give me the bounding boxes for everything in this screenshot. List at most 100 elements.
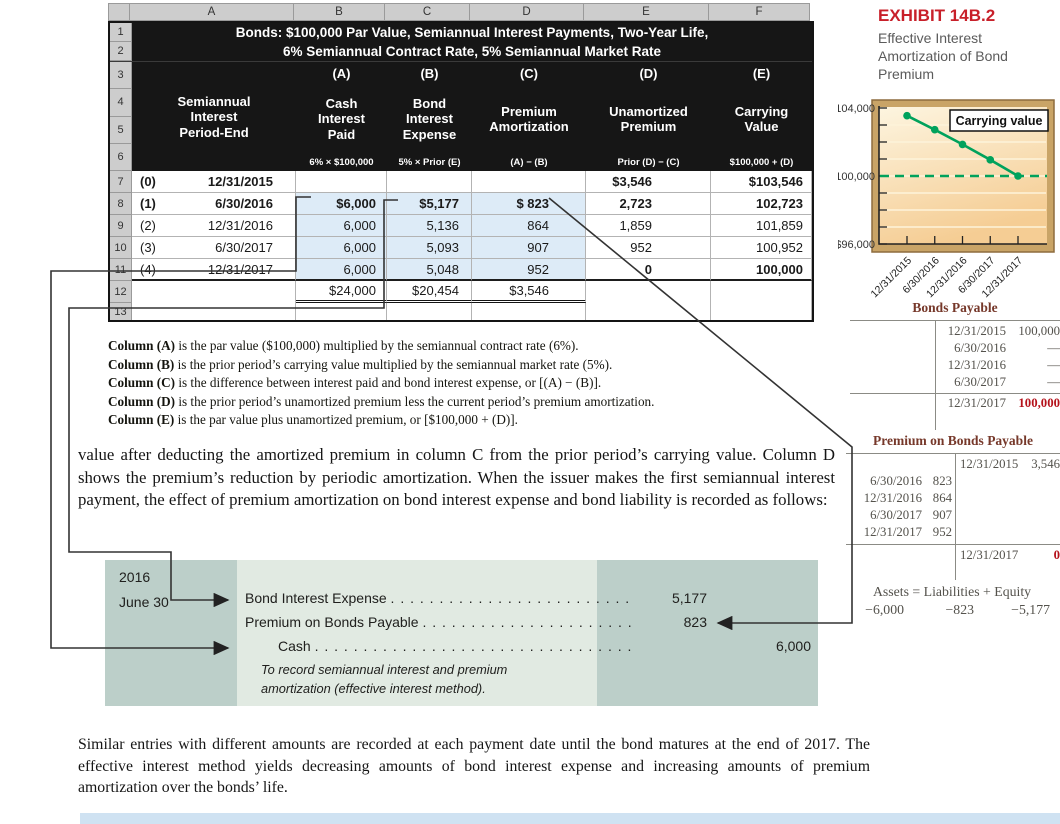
taccount-divider (955, 453, 956, 580)
period-number: (1) (140, 196, 156, 211)
value-cell: $6,000 (296, 193, 387, 215)
empty-cell (132, 303, 296, 320)
column-title: Bond Interest Expense (388, 96, 471, 143)
exhibit-label: EXHIBIT 14B.2 (878, 6, 996, 25)
sheet-empty-row: 13 (110, 303, 812, 320)
body-paragraph-2: Similar entries with different amounts a… (78, 736, 870, 796)
footnote-line: Column (C) is the difference between int… (108, 374, 818, 393)
footnote-text: is the difference between interest paid … (175, 375, 602, 391)
column-formula: (A) − (B) (510, 157, 548, 168)
svg-text:$100,000: $100,000 (838, 171, 875, 183)
entry-value: 3,546 (1031, 457, 1060, 471)
totals-cell-empty (132, 281, 296, 303)
sheet-row: 7 (0) 12/31/2015 $3,546 $103,546 (110, 171, 812, 193)
period-cell: (2) 12/31/2016 (132, 215, 296, 237)
entry-value: — (1047, 375, 1060, 389)
sheet-corner-cell (108, 3, 130, 21)
column-title-line: Premium (501, 103, 557, 119)
column-title: Premium Amortization (473, 104, 585, 135)
equation-header: Assets = Liabilities + Equity (872, 584, 1032, 599)
entry-date: 12/31/2017 (863, 525, 922, 539)
sheet-header-columns: Semiannual Interest Period-End (A) Cash Inter… (132, 62, 812, 171)
total-cash-interest: $24,000 (296, 281, 387, 303)
row-number: 8 (110, 193, 132, 215)
column-key: (B) (420, 66, 439, 81)
entry-value: 864 (932, 491, 952, 505)
dotted-leader: . . . . . . . . . . . . . . . . . . . . … (422, 614, 633, 630)
column-title-line: Bond (412, 95, 447, 111)
entry-date: 6/30/2017 (870, 508, 922, 522)
value-cell: 6,000 (296, 215, 387, 237)
footnote-label: Column (E) (108, 412, 175, 428)
row-number: 10 (110, 237, 132, 259)
sheet-title-line1: Bonds: $100,000 Par Value, Semiannual In… (235, 25, 709, 40)
entry-date: 6/30/2017 (954, 375, 1006, 389)
column-letter-c: C (385, 3, 470, 21)
value-cell: 102,723 (711, 193, 812, 215)
body-paragraph-1: value after deducting the amortized prem… (78, 445, 835, 509)
footnote-text: is the prior period’s carrying value mul… (174, 356, 613, 372)
footnote-text: is the par value ($100,000) multiplied b… (175, 338, 579, 353)
entry-date: 12/31/2015 (960, 457, 1019, 471)
footnote-line: Column (A) is the par value ($100,000) m… (108, 337, 818, 356)
period-date: 6/30/2017 (215, 240, 273, 255)
empty-cell (711, 303, 812, 320)
entry-date: 12/31/2015 (947, 324, 1006, 338)
empty-cell (586, 303, 711, 320)
journal-account: Premium on Bonds Payable . . . . . . . .… (245, 614, 633, 630)
value-cell: 0 (586, 259, 711, 281)
exhibit-subtitle: Effective Interest Amortization of Bond … (878, 30, 1008, 82)
sheet-row: 9 (2) 12/31/2016 6,000 5,136 864 1,859 101,859 (110, 215, 812, 237)
balance-value: 100,000 (1018, 396, 1060, 410)
column-header: (B) Bond Interest Expense 5% × Prior (E) (387, 62, 472, 171)
column-formula: 5% × Prior (E) (398, 157, 461, 168)
value-cell: $ 823 (472, 193, 586, 215)
value-cell: 100,952 (711, 237, 812, 259)
journal-debit-amount: 5,177 (671, 590, 707, 606)
column-key: (C) (519, 66, 539, 81)
taccount-divider (935, 320, 936, 430)
entry-date: 6/30/2016 (870, 474, 922, 488)
row-number: 5 (110, 116, 132, 144)
journal-line-credit: Cash . . . . . . . . . . . . . . . . . .… (105, 638, 818, 658)
column-key: (A) (332, 66, 351, 81)
taccount-rule (846, 453, 1060, 454)
value-cell: 5,136 (387, 215, 472, 237)
period-number: (0) (140, 174, 156, 189)
row-number: 7 (110, 171, 132, 193)
column-title-line: Semiannual (177, 93, 251, 109)
assets-change: −6,000 (865, 602, 904, 617)
taccount-rule (850, 320, 1060, 321)
balance-date: 12/31/2017 (947, 396, 1006, 410)
column-letter-e: E (584, 3, 709, 21)
sheet-title-line2: 6% Semiannual Contract Rate, 5% Semiannu… (282, 44, 662, 59)
journal-account: Bond Interest Expense . . . . . . . . . … (245, 590, 631, 606)
period-number: (4) (140, 261, 156, 277)
value-cell: 2,723 (586, 193, 711, 215)
accounting-equation: Assets = Liabilities + Equity −6,000 −82… (848, 584, 1056, 620)
column-header: (D) Unamortized Premium Prior (D) − (C) (586, 62, 711, 171)
svg-text:Carrying value: Carrying value (956, 114, 1043, 128)
sheet-body: 1 2 Bonds: $100,000 Par Value, Semiannua… (108, 21, 814, 322)
chart-svg: Carrying value$104,000$100,000$96,00012/… (829, 99, 1055, 300)
value-cell (472, 171, 586, 193)
period-date: 6/30/2016 (215, 196, 273, 211)
row-number-column: 1 2 (110, 23, 132, 61)
column-header: Semiannual Interest Period-End (132, 62, 296, 171)
row-number: 6 (110, 143, 132, 171)
period-number: (2) (140, 218, 156, 233)
svg-text:$104,000: $104,000 (838, 103, 875, 115)
row-number: 12 (110, 281, 132, 303)
column-title-line: Premium (620, 119, 677, 134)
journal-credit-amount: 6,000 (775, 638, 811, 654)
taccount-debit-entries: 6/30/2016 823 12/31/2016 864 6/30/2017 907 12/… (846, 473, 1060, 541)
column-title-line: Amortization (489, 119, 569, 134)
sheet-header-block: 3 4 5 6 Semiannual Interest Period-End (A) C… (110, 61, 812, 171)
journal-entry-box: 2016 June 30 Bond Interest Expense . . .… (105, 560, 818, 706)
journal-memo-line1: To record semiannual interest and premiu… (261, 662, 508, 677)
column-title: Cash Interest Paid (297, 96, 386, 143)
value-cell: $103,546 (711, 171, 812, 193)
journal-account: Cash . . . . . . . . . . . . . . . . . .… (278, 638, 633, 654)
taccount-credit-entry: 12/31/2015 3,546 (846, 456, 1060, 473)
equation-values: −6,000 −823 −5,177 (848, 602, 1056, 620)
